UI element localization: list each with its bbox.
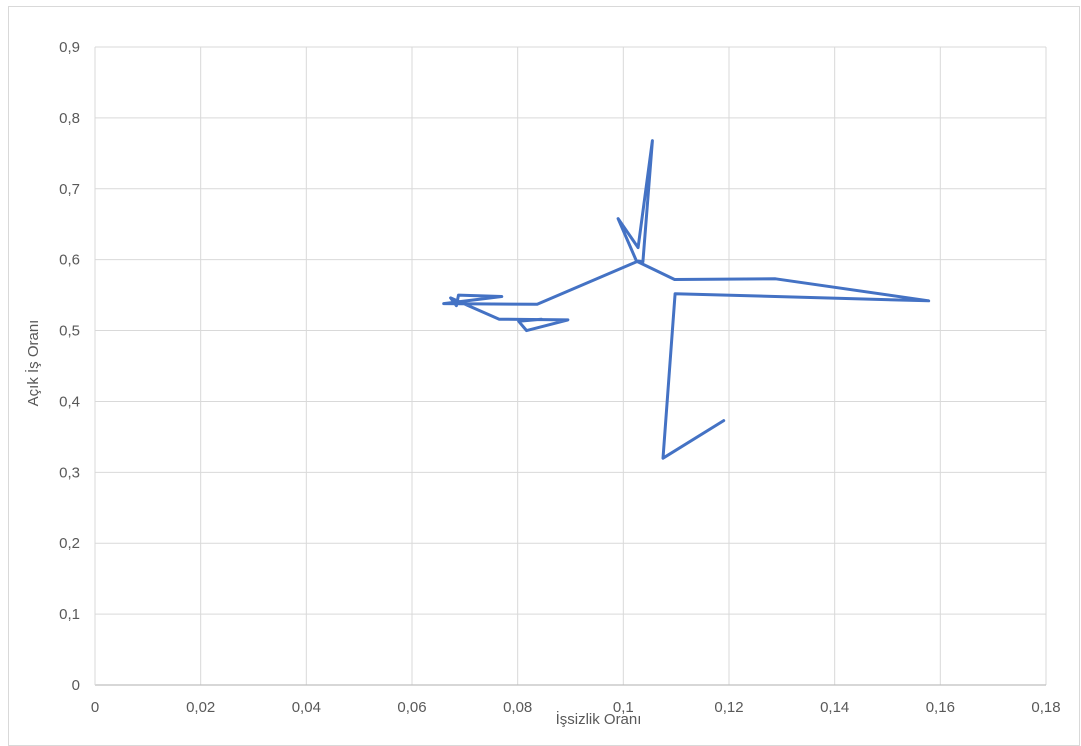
x-tick-label: 0,06 xyxy=(397,699,426,716)
series-layer xyxy=(442,139,931,460)
y-tick-label: 0 xyxy=(72,677,80,694)
y-tick-label: 0,8 xyxy=(59,110,80,127)
x-tick-label: 0,08 xyxy=(503,699,532,716)
y-tick-label: 0,7 xyxy=(59,181,80,198)
x-tick-label: 0,14 xyxy=(820,699,849,716)
y-tick-label: 0,2 xyxy=(59,535,80,552)
x-tick-label: 0,16 xyxy=(926,699,955,716)
y-tick-label: 0,1 xyxy=(59,606,80,623)
y-tick-label: 0,4 xyxy=(59,393,80,410)
y-tick-label: 0,3 xyxy=(59,464,80,481)
x-tick-label: 0,12 xyxy=(714,699,743,716)
y-tick-label: 0,5 xyxy=(59,323,80,340)
x-tick-label: 0,04 xyxy=(292,699,321,716)
x-axis-title: İşsizlik Oranı xyxy=(556,710,642,728)
x-tick-label: 0,1 xyxy=(613,699,634,716)
x-tick-label: 0,02 xyxy=(186,699,215,716)
y-tick-label: 0,6 xyxy=(59,252,80,269)
y-axis-title: Açık İş Oranı xyxy=(24,320,42,407)
x-tick-label: 0 xyxy=(91,699,99,716)
y-tick-label: 0,9 xyxy=(59,39,80,56)
x-tick-label: 0,18 xyxy=(1031,699,1060,716)
grid-lines xyxy=(95,46,1047,685)
tick-labels: 0 0,02 0,04 0,06 0,08 0,1 0,12 0,14 0,16 0,18 0 0,1… xyxy=(59,39,1060,716)
axes xyxy=(94,47,1046,686)
chart-frame xyxy=(8,6,1080,746)
series-line xyxy=(442,139,931,460)
